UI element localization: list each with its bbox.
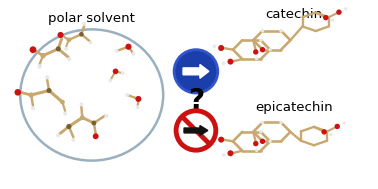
- Point: [66, 57, 72, 60]
- Point: [66, 38, 72, 41]
- Point: [113, 70, 119, 73]
- Point: [253, 142, 259, 145]
- Point: [40, 54, 46, 57]
- Point: [267, 140, 273, 143]
- Point: [37, 65, 43, 68]
- Point: [135, 97, 141, 100]
- Circle shape: [174, 50, 218, 93]
- Point: [343, 7, 349, 10]
- Point: [228, 152, 234, 155]
- Point: [330, 19, 336, 22]
- Point: [221, 62, 227, 65]
- Point: [125, 45, 132, 48]
- Point: [59, 35, 65, 38]
- Point: [254, 149, 260, 152]
- FancyArrow shape: [183, 64, 209, 78]
- Point: [323, 16, 329, 19]
- Point: [59, 101, 65, 104]
- Point: [328, 133, 334, 136]
- Point: [267, 48, 273, 51]
- Point: [70, 138, 76, 141]
- Point: [258, 39, 264, 42]
- Point: [336, 11, 342, 14]
- Text: epicatechin: epicatechin: [256, 101, 333, 114]
- Point: [114, 50, 120, 53]
- Point: [30, 48, 36, 51]
- Point: [55, 47, 61, 50]
- Point: [44, 76, 50, 79]
- Point: [107, 79, 113, 82]
- Point: [81, 22, 87, 26]
- Point: [321, 130, 327, 133]
- Point: [259, 29, 265, 32]
- Point: [104, 114, 110, 117]
- Point: [124, 93, 130, 96]
- Point: [79, 116, 85, 119]
- Point: [259, 140, 265, 143]
- Point: [62, 112, 68, 115]
- Point: [130, 52, 136, 55]
- Point: [253, 50, 259, 53]
- Point: [334, 125, 340, 128]
- Point: [259, 121, 265, 124]
- Point: [78, 33, 84, 36]
- Point: [135, 106, 141, 109]
- Point: [93, 135, 99, 138]
- Point: [46, 89, 52, 92]
- Text: catechin: catechin: [266, 8, 323, 21]
- Point: [15, 91, 21, 94]
- Point: [78, 103, 84, 106]
- Point: [218, 46, 224, 50]
- Point: [228, 60, 234, 63]
- Text: polar solvent: polar solvent: [48, 12, 135, 25]
- Point: [30, 107, 36, 110]
- Point: [259, 48, 265, 51]
- Point: [63, 47, 69, 50]
- Point: [211, 136, 217, 139]
- Point: [258, 130, 264, 133]
- Point: [278, 29, 284, 32]
- Point: [254, 57, 260, 60]
- FancyArrow shape: [184, 125, 208, 135]
- Point: [119, 72, 125, 75]
- Point: [57, 33, 64, 36]
- Point: [211, 45, 217, 48]
- Point: [278, 121, 284, 124]
- Point: [218, 138, 224, 141]
- Text: ?: ?: [188, 87, 204, 115]
- Point: [221, 153, 227, 156]
- Point: [87, 41, 93, 44]
- Circle shape: [176, 111, 216, 150]
- Point: [91, 122, 97, 125]
- Point: [66, 125, 72, 128]
- Point: [341, 122, 347, 125]
- Point: [55, 134, 61, 137]
- Point: [28, 94, 34, 97]
